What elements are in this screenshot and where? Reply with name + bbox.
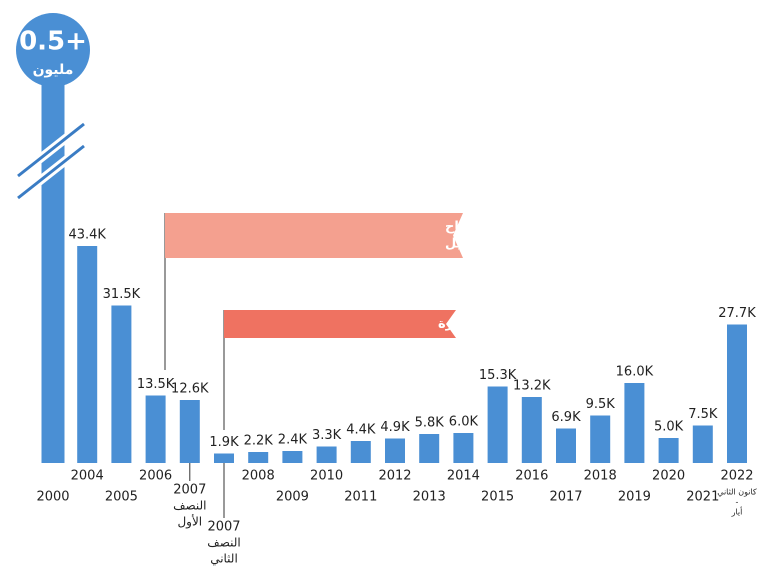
value-label: 13.5K (137, 377, 175, 392)
x-tick-label: الثاني (210, 552, 238, 566)
bar (145, 395, 166, 463)
x-tick-label: النصف (207, 536, 240, 550)
value-label: 6.0K (449, 415, 479, 430)
x-tick-label: 2014 (447, 469, 480, 484)
value-label: 12.6K (171, 382, 209, 397)
annotation-text: للعمال الفلسطينيين بدخول إسرائيل (445, 237, 677, 252)
value-label: 5.0K (654, 420, 684, 435)
value-label: 9.5K (586, 397, 616, 412)
bar (282, 451, 303, 463)
value-label: 4.9K (380, 420, 410, 435)
x-tick-label: 2005 (105, 490, 138, 505)
bar (214, 453, 234, 463)
annotation-text: آذار 2006 -إسرائيل تتوقف عن السماح (445, 218, 693, 235)
value-label: 16.0K (616, 365, 654, 380)
bar (521, 397, 542, 463)
value-label: 13.2K (513, 379, 551, 394)
x-tick-label: 2007 (207, 520, 240, 535)
x-tick-label: 2011 (344, 490, 377, 505)
axis-break (17, 122, 85, 178)
bar (419, 434, 440, 463)
bar (487, 386, 508, 463)
x-tick-label: 2009 (276, 490, 309, 505)
x-tick-label: 2007 (173, 483, 206, 498)
x-tick-label: 2021 (686, 490, 719, 505)
x-tick-label: 2022 (720, 469, 753, 484)
bar (316, 446, 337, 463)
bar (248, 452, 269, 463)
x-tick-label: 2018 (584, 469, 617, 484)
value-unit: مليون (33, 62, 74, 78)
value-label: 3.3K (312, 428, 342, 443)
x-tick-label: 2012 (378, 469, 411, 484)
x-tick-label: 2020 (652, 469, 685, 484)
axis-break (17, 144, 85, 200)
bar (350, 441, 371, 463)
x-tick-label: 2010 (310, 469, 343, 484)
value-label: 7.5K (688, 407, 718, 422)
value-label: 5.8K (415, 416, 445, 431)
x-tick-label: 2000 (36, 490, 69, 505)
bar (590, 415, 611, 463)
x-tick-label: 2004 (71, 469, 104, 484)
bar (453, 433, 474, 463)
value-label: 43.4K (68, 228, 106, 243)
x-tick-label: الأول (177, 514, 202, 530)
bar (658, 438, 679, 463)
x-tick-label: 2008 (242, 469, 275, 484)
annotation-banner (224, 310, 456, 338)
bar (727, 324, 747, 463)
x-tick-label: 2019 (618, 490, 651, 505)
x-tick-label: 2016 (515, 469, 548, 484)
bar (385, 438, 405, 463)
bar-badge (16, 13, 90, 87)
value-label: 2.4K (278, 433, 308, 448)
value-label: 31.5K (103, 287, 141, 302)
value-label: 2.2K (244, 434, 274, 449)
bar (111, 305, 132, 463)
bar (624, 383, 645, 463)
x-tick-label: - (736, 498, 739, 507)
bar (692, 425, 713, 463)
bar (179, 400, 200, 463)
value-label: 0.5+ (19, 27, 87, 57)
x-tick-label: 2015 (481, 490, 514, 505)
x-tick-label: 2006 (139, 469, 172, 484)
bar (41, 50, 65, 463)
annotation-banner (165, 213, 463, 258)
value-label: 15.3K (479, 368, 517, 383)
x-tick-label: أيار (731, 507, 743, 517)
bar (556, 428, 576, 463)
value-label: 27.7K (718, 306, 756, 321)
x-tick-label: 2013 (413, 490, 446, 505)
x-tick-label: كانون الثاني (717, 488, 757, 497)
bar (77, 246, 98, 463)
x-tick-label: النصف (173, 499, 206, 513)
value-label: 4.4K (346, 423, 376, 438)
x-tick-label: 2017 (549, 490, 582, 505)
value-label: 1.9K (209, 435, 239, 450)
value-label: 6.9K (551, 410, 581, 425)
annotation-text: حزيران 2007 - فرض الحصار على غزة (438, 317, 683, 332)
